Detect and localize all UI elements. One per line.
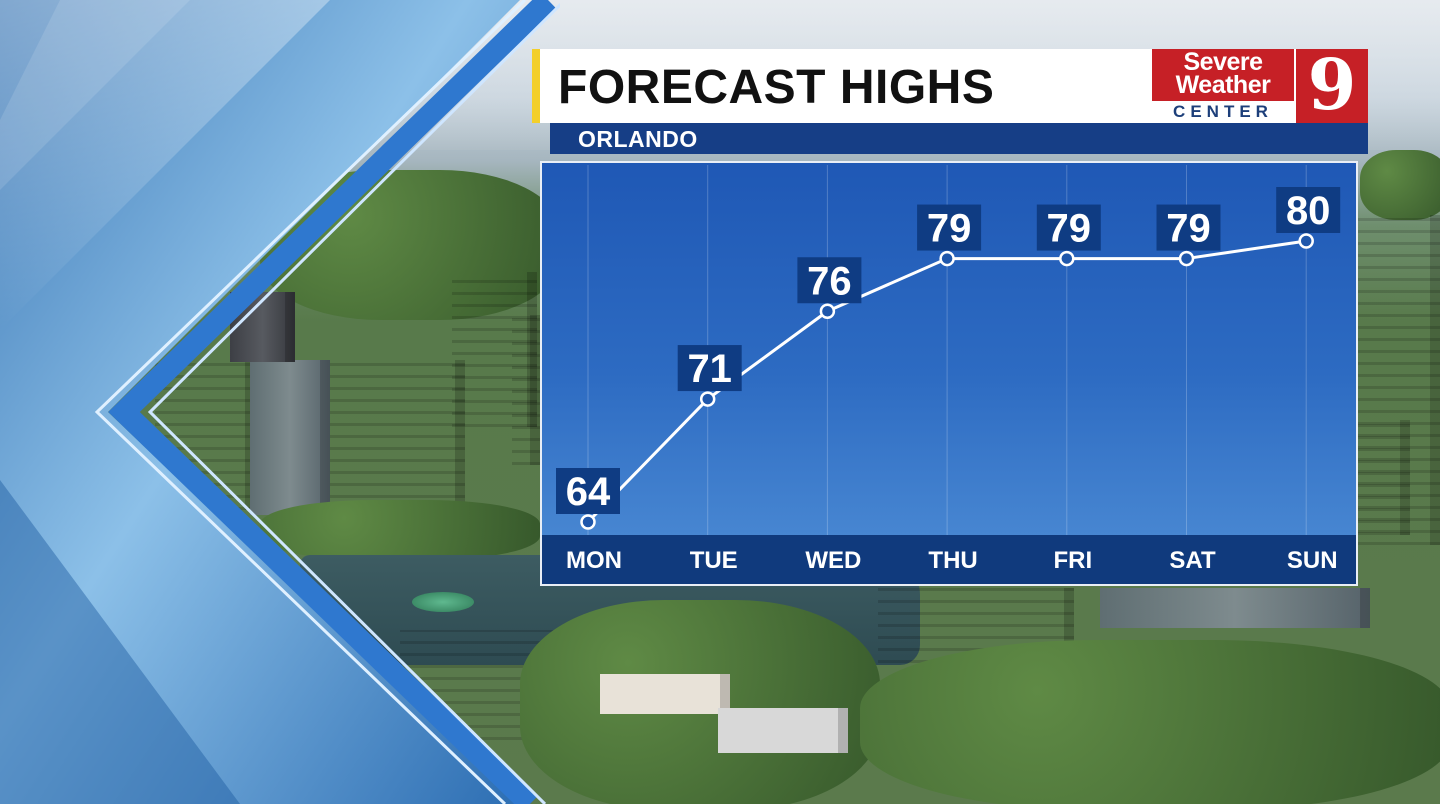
data-label-thu: 79: [927, 207, 972, 251]
station-logo: Severe Weather CENTER 9: [1152, 43, 1368, 126]
data-point-sat: [1178, 250, 1195, 267]
building: [1358, 215, 1440, 545]
building: [600, 674, 730, 714]
data-point-tue: [699, 391, 716, 407]
data-label-fri: 79: [1047, 207, 1092, 251]
building: [325, 360, 465, 510]
logo-channel-number: 9: [1307, 43, 1357, 126]
logo-text-line1: Severe: [1183, 48, 1263, 76]
logo-red-block: [1152, 49, 1294, 101]
data-point-sun: [1298, 233, 1314, 249]
data-label-box-wed: [797, 257, 862, 304]
data-label-box-sun: [1276, 187, 1341, 233]
building: [1358, 420, 1410, 535]
data-label-box-tue: [677, 345, 742, 392]
x-tick-label-tue: TUE: [690, 547, 738, 574]
day-labels-bar: [542, 535, 1356, 584]
x-tick-label-sun: SUN: [1287, 547, 1338, 574]
title-bar: [532, 49, 1152, 123]
data-label-mon: 64: [566, 470, 611, 514]
data-point-fri: [1059, 250, 1075, 267]
decorative-chevron-panel: [0, 0, 560, 804]
data-label-box-thu: [917, 204, 982, 251]
x-tick-label-fri: FRI: [1053, 547, 1092, 574]
title-accent-stripe: [532, 49, 540, 123]
x-tick-label-wed: WED: [805, 547, 861, 574]
tree-cluster: [260, 500, 540, 560]
data-label-sat: 79: [1166, 207, 1211, 251]
forecast-line-chart: 64 71 76 79 79 79 80 MON TUE WED THU FRI SAT SUN: [556, 165, 1341, 574]
logo-text-line3: CENTER: [1173, 102, 1273, 121]
x-tick-label-mon: MON: [566, 547, 622, 574]
building: [1100, 588, 1370, 628]
lake-fountain: [412, 592, 474, 612]
location-bar: [550, 123, 1368, 154]
data-point-thu: [939, 250, 955, 267]
building: [250, 360, 330, 515]
data-label-box-mon: [556, 468, 620, 514]
chart-title: FORECAST HIGHS: [558, 61, 995, 114]
data-point-wed: [819, 303, 836, 319]
data-label-box-sat: [1156, 204, 1221, 251]
location-label: ORLANDO: [578, 126, 698, 152]
logo-channel-box: 9: [1296, 43, 1368, 126]
data-label-tue: 71: [687, 347, 732, 391]
x-tick-label-thu: THU: [928, 547, 977, 574]
x-tick-label-sat: SAT: [1169, 547, 1216, 574]
data-label-sun: 80: [1286, 189, 1331, 233]
building: [512, 315, 540, 465]
data-label-box-fri: [1036, 204, 1101, 251]
data-label-wed: 76: [807, 259, 852, 303]
data-point-mon: [580, 514, 596, 530]
logo-text-line2: Weather: [1175, 71, 1271, 99]
building: [452, 272, 537, 427]
building: [718, 708, 848, 753]
tree-cluster: [860, 640, 1440, 804]
tree-cluster: [1360, 150, 1440, 220]
